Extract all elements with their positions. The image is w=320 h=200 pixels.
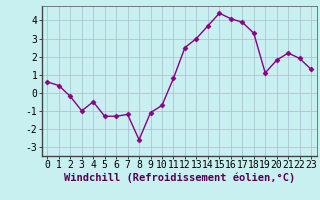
X-axis label: Windchill (Refroidissement éolien,°C): Windchill (Refroidissement éolien,°C) bbox=[64, 173, 295, 183]
